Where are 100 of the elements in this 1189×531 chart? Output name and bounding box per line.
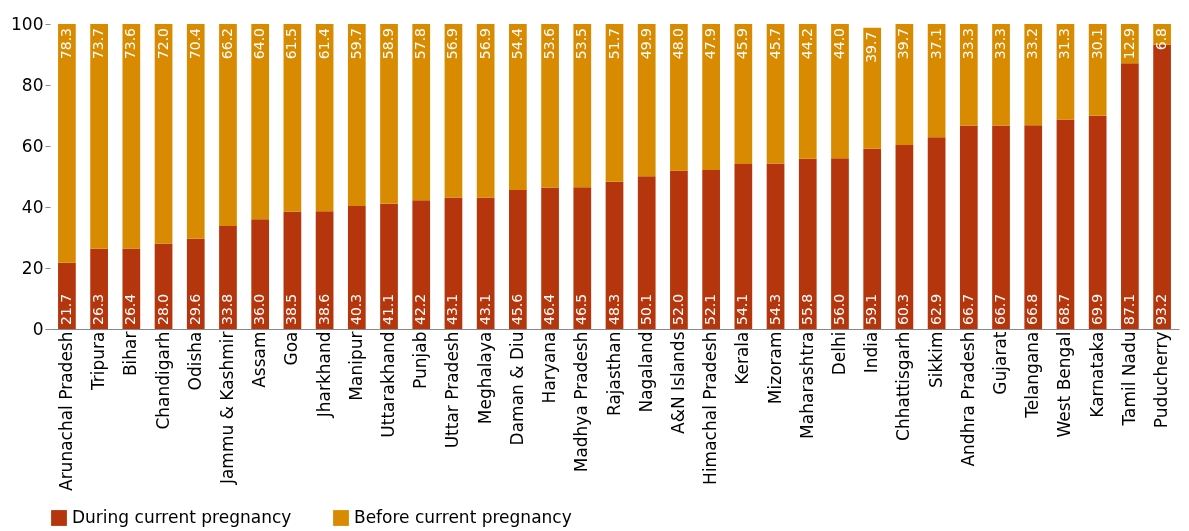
bar xyxy=(509,189,527,329)
x-tick-label: India xyxy=(861,331,882,374)
x-tick-label: Manipur xyxy=(345,331,366,401)
data-label: 55.8 xyxy=(798,293,815,325)
data-label: 78.3 xyxy=(57,28,74,60)
bar xyxy=(573,24,592,188)
data-label: 60.3 xyxy=(895,293,912,325)
data-label: 54.1 xyxy=(734,293,751,325)
data-label: 6.8 xyxy=(1153,28,1170,51)
bar xyxy=(251,24,270,220)
data-label: 26.4 xyxy=(122,293,139,325)
bar xyxy=(90,24,108,249)
x-tick-label: Gujarat xyxy=(990,331,1011,395)
x-tick-label: Jharkhand xyxy=(313,331,334,419)
data-label: 38.5 xyxy=(283,293,300,325)
bar xyxy=(637,176,656,329)
bar xyxy=(863,27,882,149)
x-tick-label: Odisha xyxy=(184,331,205,391)
bar xyxy=(1088,24,1107,116)
bar xyxy=(959,24,978,126)
bar xyxy=(1024,125,1043,329)
data-label: 44.0 xyxy=(830,28,847,60)
x-tick-label: Delhi xyxy=(828,331,849,376)
legend-label: Before current pregnancy xyxy=(354,507,572,527)
data-label: 39.7 xyxy=(863,31,880,63)
bar xyxy=(798,158,817,329)
x-tick-label: Madhya Pradesh xyxy=(571,331,592,473)
bar xyxy=(863,148,882,329)
x-tick-label: Meghalaya xyxy=(474,331,495,425)
bar xyxy=(412,24,431,201)
data-label: 73.6 xyxy=(122,27,139,60)
bar xyxy=(444,197,463,329)
data-label: 33.3 xyxy=(992,28,1009,60)
data-label: 48.0 xyxy=(669,28,686,60)
bar xyxy=(58,24,76,263)
x-tick-label: Chandigarh xyxy=(152,331,173,430)
x-tick-label: Goa xyxy=(281,331,302,366)
x-tick-label: Uttar Pradesh xyxy=(442,331,463,449)
data-label: 43.1 xyxy=(444,293,461,325)
data-label: 52.1 xyxy=(702,293,719,325)
x-tick-label: Tripura xyxy=(88,331,109,392)
bar xyxy=(186,24,205,239)
data-label: 36.0 xyxy=(251,293,268,325)
bar xyxy=(476,197,495,329)
bar xyxy=(1024,24,1043,126)
data-label: 31.3 xyxy=(1056,28,1073,60)
data-label: 66.8 xyxy=(1024,293,1041,325)
bar xyxy=(766,24,785,164)
bar xyxy=(90,248,108,329)
bar xyxy=(251,219,270,329)
data-label: 72.0 xyxy=(154,28,171,60)
x-tick-label: Uttarakhand xyxy=(378,331,399,438)
data-label: 40.3 xyxy=(347,293,364,325)
bar xyxy=(766,163,785,329)
data-label: 33.8 xyxy=(218,293,235,325)
x-tick-label: Telangana xyxy=(1022,331,1043,419)
data-label: 29.6 xyxy=(186,293,203,325)
y-tick-label: 60 xyxy=(21,135,44,156)
y-tick-label: 0 xyxy=(32,318,44,339)
data-label: 73.7 xyxy=(90,28,107,60)
data-label: 57.8 xyxy=(412,28,429,60)
bar xyxy=(1088,115,1107,329)
x-tick-label: West Bengal xyxy=(1054,331,1075,438)
data-label: 33.2 xyxy=(1024,28,1041,60)
bar xyxy=(959,125,978,329)
data-label: 39.7 xyxy=(895,28,912,60)
x-tick-label: Sikkim xyxy=(925,331,946,388)
bar xyxy=(541,187,559,329)
data-label: 59.1 xyxy=(863,293,880,325)
data-label: 56.9 xyxy=(476,28,493,60)
bar xyxy=(670,24,688,171)
data-label: 26.3 xyxy=(90,293,107,325)
data-label: 46.4 xyxy=(541,293,558,325)
bar xyxy=(895,145,914,329)
x-tick-label: A&N Islands xyxy=(667,331,688,434)
x-tick-label: Haryana xyxy=(539,331,560,404)
data-label: 48.3 xyxy=(605,293,622,325)
bar xyxy=(347,206,366,329)
data-label: 56.9 xyxy=(444,28,461,60)
bar xyxy=(927,137,946,329)
bar xyxy=(734,24,753,164)
legend-label: During current pregnancy xyxy=(72,507,292,527)
x-tick-label: Rajasthan xyxy=(603,331,624,416)
y-tick-label: 80 xyxy=(21,74,44,95)
x-tick-label: Daman & Diu xyxy=(506,331,527,446)
data-label: 66.7 xyxy=(959,293,976,325)
x-tick-label: Himachal Pradesh xyxy=(700,331,721,485)
data-label: 43.1 xyxy=(476,293,493,325)
data-label: 62.9 xyxy=(927,293,944,325)
bar xyxy=(444,24,463,198)
data-label: 37.1 xyxy=(927,28,944,60)
bar xyxy=(798,24,817,159)
x-tick-label: Jammu & Kashmir xyxy=(216,331,237,486)
bar xyxy=(637,24,656,177)
data-label: 46.5 xyxy=(573,293,590,325)
bar xyxy=(186,238,205,329)
bar xyxy=(380,203,398,329)
data-label: 61.5 xyxy=(283,28,300,60)
bar xyxy=(702,24,720,171)
data-label: 44.2 xyxy=(798,28,815,60)
